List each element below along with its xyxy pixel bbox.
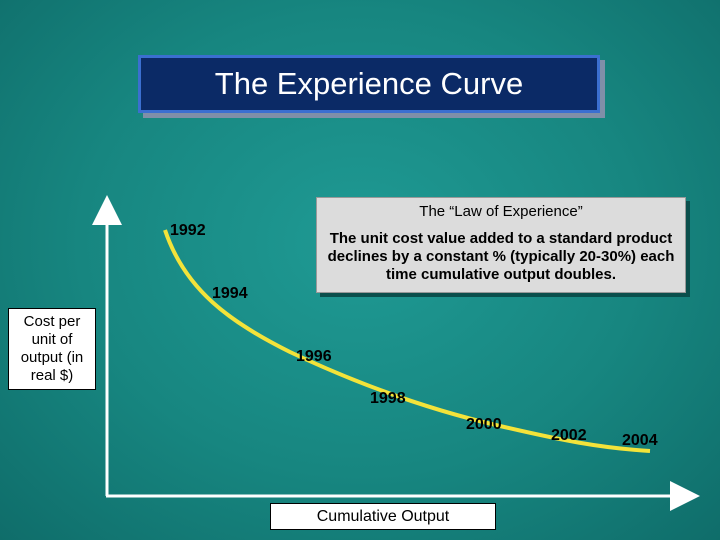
title: The Experience Curve bbox=[214, 66, 524, 101]
year-label: 2002 bbox=[551, 427, 587, 444]
year-label: 1992 bbox=[170, 222, 206, 239]
x-axis-label: Cumulative Output bbox=[270, 503, 496, 530]
year-label: 1998 bbox=[370, 390, 406, 407]
year-label: 2004 bbox=[622, 432, 658, 449]
year-label: 1996 bbox=[296, 348, 332, 365]
year-label: 1994 bbox=[212, 285, 248, 302]
experience-curve bbox=[163, 229, 651, 453]
callout: The “Law of Experience” The unit cost va… bbox=[316, 197, 686, 293]
callout-body: The unit cost value added to a standard … bbox=[327, 230, 675, 283]
callout-title: The “Law of Experience” bbox=[419, 203, 583, 220]
title-box: The Experience Curve bbox=[138, 55, 600, 113]
y-axis-label: Cost per unit of output (in real $) bbox=[8, 308, 96, 390]
year-label: 2000 bbox=[466, 416, 502, 433]
